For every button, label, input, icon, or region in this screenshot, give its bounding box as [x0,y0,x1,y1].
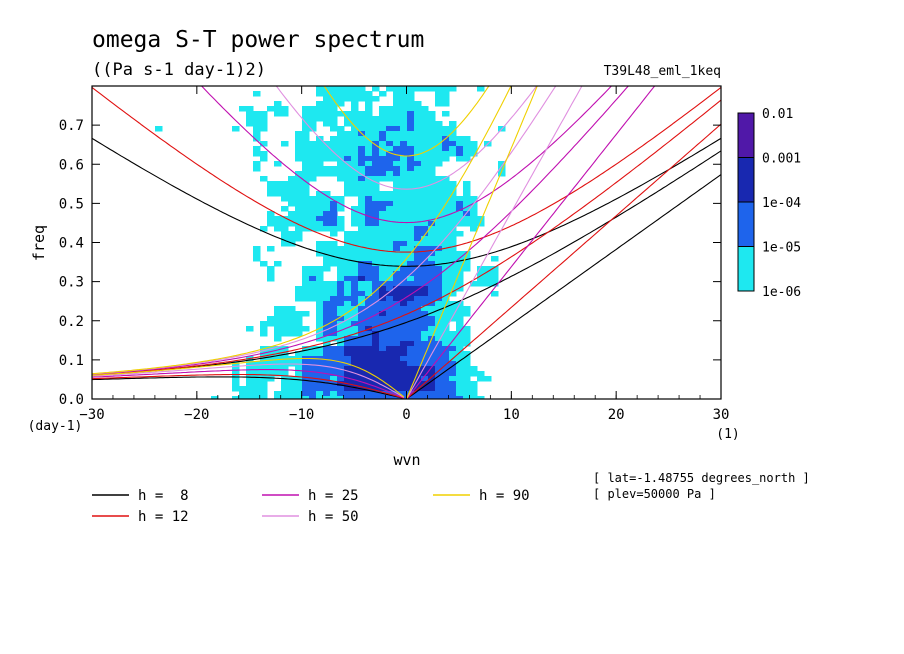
y-tick-label: 0.6 [59,157,84,173]
curve-er-4 [92,357,405,398]
colorbar-label: 1e-05 [762,241,801,256]
colorbar-label: 1e-04 [762,196,801,211]
dispersion-curves [92,86,721,399]
legend-label: h = 50 [308,509,359,525]
x-tick-label: 30 [713,407,730,423]
y-tick-label: 0.1 [59,353,84,369]
curve-kelvin-3 [406,86,583,399]
curve-mrg-3 [92,86,557,375]
curve-mrg-2 [92,86,630,375]
y-axis-ticks: 0.0 0.1 0.2 0.3 0.4 0.5 0.6 0.7 [59,118,721,408]
y-tick-label: 0.2 [59,314,84,330]
x-axis-label: wvn [393,451,420,469]
y-tick-label: 0.4 [59,236,84,252]
curve-er-0 [92,376,405,399]
curve-ig-4 [323,86,490,157]
colorbar-label: 1e-06 [762,285,801,300]
curve-ig-2 [200,86,613,224]
curve-legend: h = 8 h = 12 h = 25 h = 50 h = 90 [92,488,530,525]
colorbar-swatch [737,201,755,247]
curve-kelvin-4 [405,86,538,399]
x-tick-label: 0 [402,407,410,423]
curve-ig-3 [275,86,538,190]
y-axis-label: freq [30,225,48,261]
curve-er-3 [92,363,405,398]
legend-label: h = 25 [308,488,359,504]
chart-subtitle: ((Pa s-1 day-1)2) [92,60,266,80]
colorbar-label: 0.001 [762,152,801,167]
colorbar-swatch [737,112,755,158]
y-axis-unit: (day-1) [28,419,83,434]
latitude-annotation: [ lat=-1.48755 degrees_north ] [593,471,810,485]
x-tick-label: 10 [503,407,520,423]
y-tick-label: 0.0 [59,392,84,408]
pressure-annotation: [ plev=50000 Pa ] [593,487,716,501]
x-tick-label: −10 [289,407,314,423]
curve-ig-0 [92,137,721,267]
legend-label: h = 12 [138,509,189,525]
curve-er-2 [92,369,405,399]
x-tick-label: −20 [184,407,209,423]
curve-ig-1 [92,86,721,253]
y-tick-label: 0.7 [59,118,84,134]
legend-label: h = 8 [138,488,189,504]
curve-er-1 [92,373,405,399]
x-axis-ticks: −30 −20 −10 0 10 20 30 [79,86,729,423]
colorbar: 0.01 0.001 1e-04 1e-05 1e-06 [737,107,801,300]
colorbar-swatch [737,157,755,203]
chart-title: omega S-T power spectrum [92,27,424,53]
x-tick-label: −30 [79,407,104,423]
curve-mrg-1 [92,99,721,376]
run-label: T39L48_eml_1keq [604,64,721,79]
curve-mrg-4 [92,86,512,375]
y-tick-label: 0.5 [59,196,84,212]
x-tick-label: 20 [608,407,625,423]
colorbar-swatch [737,246,755,292]
curve-kelvin-1 [406,123,721,399]
legend-label: h = 90 [479,488,530,504]
y-tick-label: 0.3 [59,275,84,291]
colorbar-label: 0.01 [762,107,793,122]
x-axis-unit: (1) [716,427,739,442]
curve-kelvin-2 [406,86,656,399]
curve-kelvin-0 [406,174,721,399]
